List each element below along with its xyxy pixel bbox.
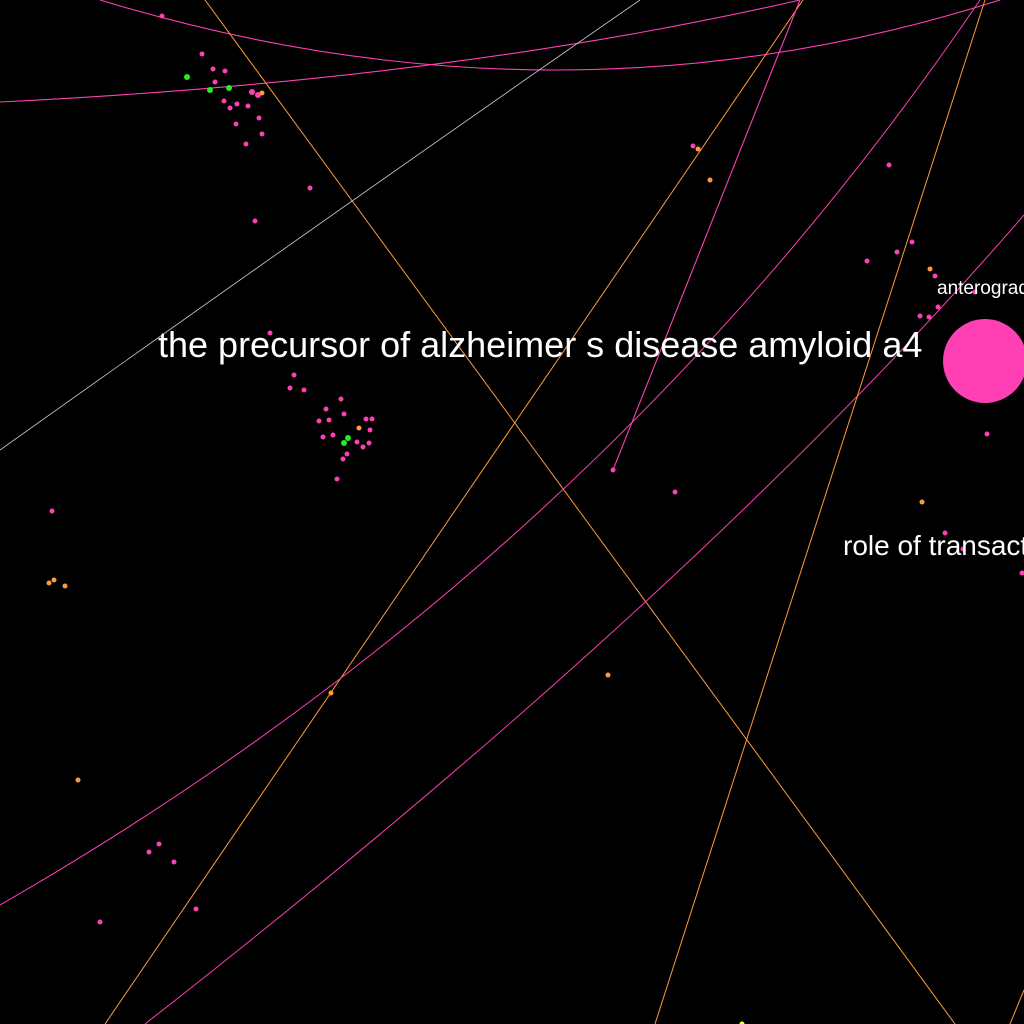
graph-node[interactable] (287, 385, 293, 391)
graph-nodes (46, 13, 1024, 1024)
graph-node[interactable] (363, 416, 369, 422)
node-label-anterograde: anterograde (937, 278, 1024, 299)
graph-node[interactable] (334, 476, 340, 482)
graph-node[interactable] (210, 66, 216, 72)
graph-node[interactable] (894, 249, 900, 255)
graph-node[interactable] (909, 239, 915, 245)
graph-node-hub[interactable] (943, 319, 1024, 403)
graph-node[interactable] (226, 85, 232, 91)
graph-edge (0, 0, 641, 451)
graph-node[interactable] (249, 89, 255, 95)
graph-node[interactable] (320, 434, 326, 440)
graph-node[interactable] (984, 431, 990, 437)
graph-node[interactable] (49, 508, 55, 514)
graph-node[interactable] (935, 304, 941, 310)
graph-node[interactable] (610, 467, 616, 473)
graph-node[interactable] (360, 444, 366, 450)
graph-node[interactable] (605, 672, 611, 678)
graph-node[interactable] (316, 418, 322, 424)
graph-node[interactable] (369, 416, 375, 422)
graph-node[interactable] (354, 439, 360, 445)
graph-edge (144, 214, 1024, 1024)
graph-node[interactable] (340, 456, 346, 462)
graph-node[interactable] (255, 92, 261, 98)
graph-node[interactable] (328, 690, 334, 696)
graph-node[interactable] (307, 185, 313, 191)
graph-node[interactable] (917, 313, 923, 319)
graph-node[interactable] (184, 74, 190, 80)
graph-node[interactable] (942, 530, 948, 536)
graph-node[interactable] (707, 177, 713, 183)
graph-node[interactable] (886, 162, 892, 168)
graph-labels: the precursor of alzheimer s disease amy… (158, 278, 1024, 561)
node-label-precursor: the precursor of alzheimer s disease amy… (158, 324, 922, 365)
graph-node[interactable] (960, 546, 966, 552)
graph-node[interactable] (927, 266, 933, 272)
graph-node[interactable] (323, 406, 329, 412)
graph-node[interactable] (207, 87, 213, 93)
graph-node[interactable] (356, 425, 362, 431)
graph-node[interactable] (345, 435, 351, 441)
graph-node[interactable] (341, 411, 347, 417)
graph-node[interactable] (252, 218, 258, 224)
graph-node[interactable] (291, 372, 297, 378)
graph-node[interactable] (62, 583, 68, 589)
graph-node[interactable] (222, 68, 228, 74)
graph-edge (0, 0, 981, 906)
graph-node[interactable] (75, 777, 81, 783)
graph-node[interactable] (233, 121, 239, 127)
graph-node[interactable] (926, 314, 932, 320)
graph-node[interactable] (864, 258, 870, 264)
graph-node[interactable] (932, 273, 938, 279)
graph-node[interactable] (366, 440, 372, 446)
graph-node[interactable] (171, 859, 177, 865)
graph-edge (104, 0, 804, 1024)
graph-edge (1009, 989, 1024, 1024)
graph-node[interactable] (338, 396, 344, 402)
graph-node[interactable] (259, 131, 265, 137)
graph-node[interactable] (256, 115, 262, 121)
graph-node[interactable] (972, 289, 978, 295)
graph-node[interactable] (146, 849, 152, 855)
node-label-role: role of transactivation (843, 530, 1024, 561)
graph-node[interactable] (97, 919, 103, 925)
graph-node[interactable] (245, 103, 251, 109)
graph-node[interactable] (326, 417, 332, 423)
graph-node[interactable] (695, 146, 701, 152)
graph-node[interactable] (367, 427, 373, 433)
graph-edge (99, 0, 1001, 71)
graph-node[interactable] (739, 1021, 745, 1024)
graph-node[interactable] (46, 580, 52, 586)
graph-node[interactable] (156, 841, 162, 847)
graph-node[interactable] (193, 906, 199, 912)
graph-node[interactable] (212, 79, 218, 85)
graph-node[interactable] (919, 499, 925, 505)
graph-node[interactable] (690, 143, 696, 149)
graph-node[interactable] (1019, 570, 1024, 576)
graph-node[interactable] (221, 98, 227, 104)
graph-edge (204, 0, 956, 1024)
graph-node[interactable] (267, 330, 273, 336)
graph-node[interactable] (341, 440, 347, 446)
graph-node[interactable] (243, 141, 249, 147)
graph-node[interactable] (259, 90, 265, 96)
graph-edge (612, 0, 801, 471)
graph-edge (654, 0, 986, 1024)
graph-node[interactable] (301, 387, 307, 393)
graph-node[interactable] (330, 432, 336, 438)
graph-node[interactable] (234, 101, 240, 107)
graph-node[interactable] (672, 489, 678, 495)
graph-node[interactable] (51, 577, 57, 583)
graph-node[interactable] (227, 105, 233, 111)
graph-node[interactable] (344, 451, 350, 457)
graph-edge (0, 0, 801, 103)
graph-node[interactable] (199, 51, 205, 57)
graph-node[interactable] (159, 13, 165, 19)
